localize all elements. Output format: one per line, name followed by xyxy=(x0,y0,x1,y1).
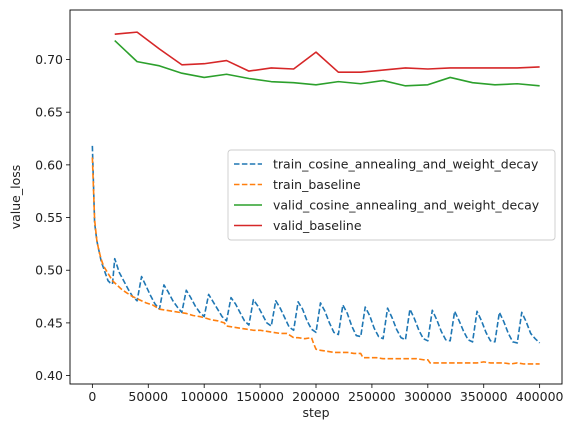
x-axis-label: step xyxy=(302,405,329,420)
series-line-valid_baseline xyxy=(114,31,540,73)
series-line-train_cosine_annealing_and_weight_decay xyxy=(91,145,541,344)
x-tick-label: 0 xyxy=(88,389,96,404)
x-tick-label: 400000 xyxy=(516,389,564,404)
legend-label: valid_baseline xyxy=(273,218,362,233)
legend-label: train_cosine_annealing_and_weight_decay xyxy=(273,157,539,172)
x-tick-label: 250000 xyxy=(348,389,396,404)
y-tick-label: 0.45 xyxy=(35,315,63,330)
y-axis-label: value_loss xyxy=(8,165,23,230)
legend: train_cosine_annealing_and_weight_decayt… xyxy=(227,149,556,241)
series-line-valid_cosine_annealing_and_weight_decay xyxy=(114,39,540,87)
y-tick-label: 0.50 xyxy=(35,263,63,278)
x-tick-label: 200000 xyxy=(292,389,340,404)
y-tick-label: 0.70 xyxy=(35,52,63,67)
axes: 0 50000 100000 150000 200000 250000 300000 3500… xyxy=(35,52,563,404)
x-tick-label: 300000 xyxy=(404,389,452,404)
series-layer xyxy=(91,31,541,365)
y-tick-label: 0.60 xyxy=(35,157,63,172)
legend-box xyxy=(227,149,556,241)
x-tick-label: 50000 xyxy=(128,389,168,404)
x-tick-label: 150000 xyxy=(236,389,284,404)
legend-label: train_baseline xyxy=(273,177,361,192)
y-tick-label: 0.65 xyxy=(35,105,63,120)
series-line-train_baseline xyxy=(91,157,540,365)
y-tick-label: 0.40 xyxy=(35,368,63,383)
x-tick-label: 100000 xyxy=(180,389,228,404)
y-tick-label: 0.55 xyxy=(35,210,63,225)
legend-label: valid_cosine_annealing_and_weight_decay xyxy=(273,198,540,213)
x-tick-label: 350000 xyxy=(460,389,508,404)
